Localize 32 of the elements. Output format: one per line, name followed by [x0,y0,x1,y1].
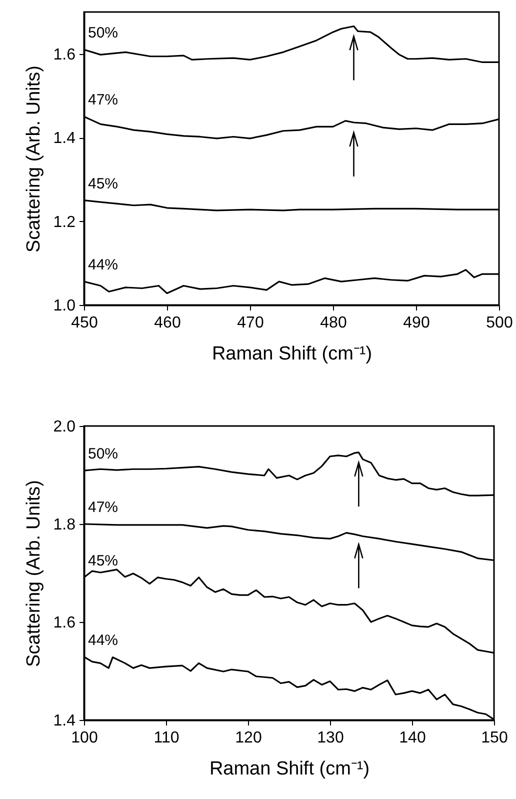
y-tick-label: 1.2 [53,214,76,231]
x-tick-label: 120 [235,730,262,746]
y-axis-title: Scattering (Arb. Units) [23,480,44,667]
series-label: 44% [88,256,118,274]
series-label: 47% [88,499,118,516]
y-tick-label: 1.0 [53,298,76,314]
series-label: 50% [88,24,118,42]
series-label: 44% [88,632,118,649]
x-tick-label: 150 [481,730,508,746]
x-tick-label: 490 [403,314,430,332]
y-tick-label: 1.6 [53,46,76,64]
y-tick-label: 2.0 [53,418,76,436]
x-tick-label: 470 [237,314,264,332]
x-tick-label: 130 [317,730,344,746]
series-label: 45% [88,552,118,570]
x-tick-label: 140 [399,730,426,746]
y-tick-label: 1.4 [53,130,76,148]
x-tick-label: 450 [71,314,98,332]
x-axis-title: Raman Shift (cm⁻¹) [212,344,372,364]
series-label: 45% [88,175,118,192]
series-label: 50% [88,446,118,463]
x-tick-label: 110 [154,730,180,746]
y-axis-title: Scattering (Arb. Units) [23,66,44,252]
y-tick-label: 1.4 [53,712,76,730]
x-tick-label: 460 [154,314,181,332]
x-axis-title: Raman Shift (cm⁻¹) [209,758,370,780]
x-tick-label: 480 [320,314,347,332]
y-tick-label: 1.8 [53,516,76,534]
series-label: 47% [88,92,118,109]
x-tick-label: 500 [486,314,513,332]
x-tick-label: 100 [71,730,98,746]
y-tick-label: 1.6 [53,614,76,632]
